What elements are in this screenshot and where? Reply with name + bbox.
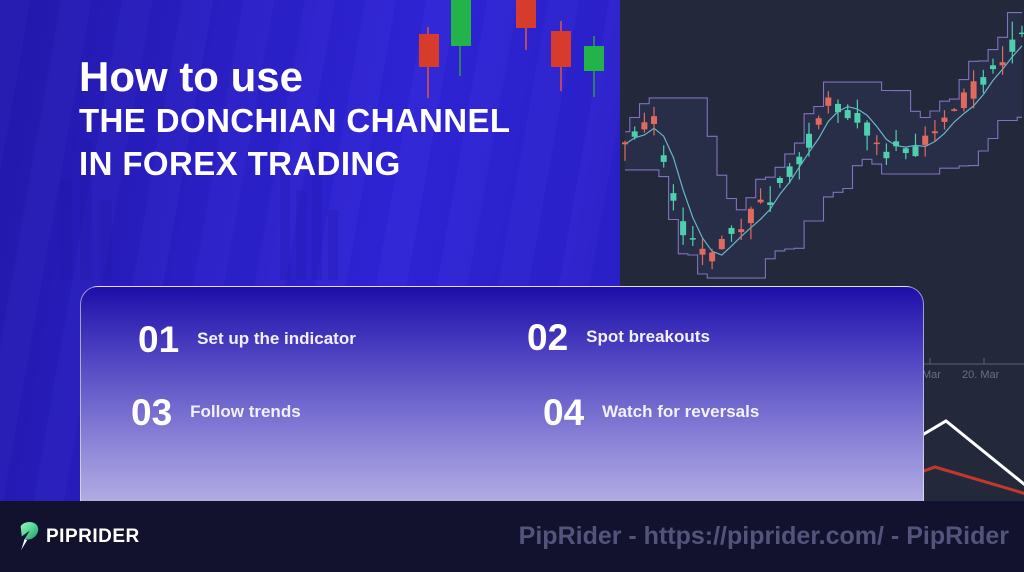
svg-text:Mar: Mar: [922, 369, 941, 381]
svg-text:20. Mar: 20. Mar: [962, 369, 1000, 381]
